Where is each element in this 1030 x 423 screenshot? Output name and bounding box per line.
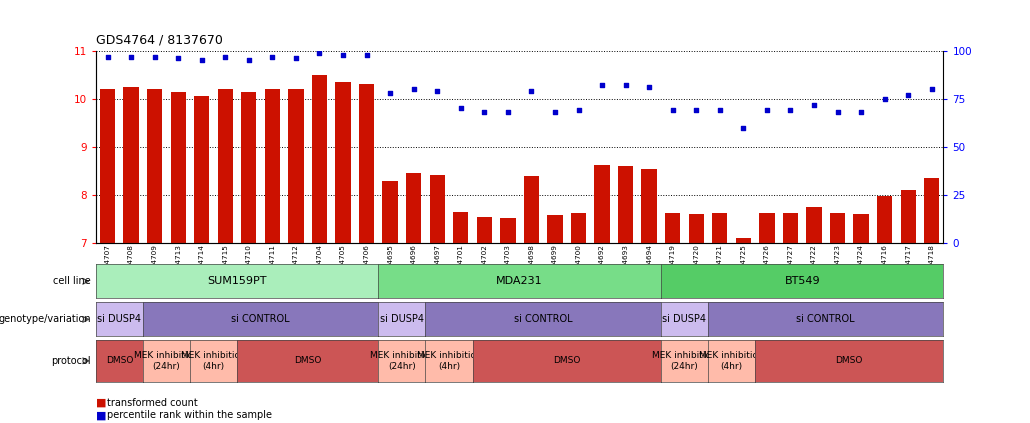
Text: si CONTROL: si CONTROL — [232, 314, 289, 324]
Text: ■: ■ — [96, 398, 106, 408]
Text: MDA231: MDA231 — [496, 276, 543, 286]
Bar — [712, 213, 727, 243]
Point — [829, 109, 846, 116]
Bar — [830, 213, 846, 243]
Bar — [642, 169, 657, 243]
Point — [853, 109, 869, 116]
Point — [170, 55, 186, 62]
Bar — [312, 75, 328, 243]
Bar — [547, 215, 562, 243]
Bar — [735, 239, 751, 243]
Text: MEK inhibition
(24hr): MEK inhibition (24hr) — [652, 351, 717, 371]
Bar — [100, 89, 115, 243]
Text: ■: ■ — [96, 410, 106, 420]
Bar — [759, 213, 775, 243]
Text: si DUSP4: si DUSP4 — [380, 314, 424, 324]
Point — [782, 107, 798, 114]
Text: GDS4764 / 8137670: GDS4764 / 8137670 — [96, 33, 222, 47]
Text: MEK inhibition
(4hr): MEK inhibition (4hr) — [181, 351, 246, 371]
Bar — [217, 89, 233, 243]
Text: DMSO: DMSO — [835, 356, 863, 365]
Bar — [806, 207, 822, 243]
Text: MEK inhibition
(24hr): MEK inhibition (24hr) — [370, 351, 435, 371]
Point — [594, 82, 611, 89]
Point — [688, 107, 705, 114]
Bar — [194, 96, 209, 243]
Bar — [783, 213, 798, 243]
Bar — [594, 165, 610, 243]
Point — [523, 88, 540, 95]
Bar — [430, 175, 445, 243]
Point — [217, 53, 234, 60]
Bar — [924, 178, 939, 243]
Text: DMSO: DMSO — [106, 356, 133, 365]
Text: MEK inhibition
(4hr): MEK inhibition (4hr) — [699, 351, 764, 371]
Point — [547, 109, 563, 116]
Bar — [406, 173, 421, 243]
Point — [712, 107, 728, 114]
Point — [146, 53, 163, 60]
Point — [617, 82, 633, 89]
Point — [241, 57, 258, 64]
Text: percentile rank within the sample: percentile rank within the sample — [107, 410, 272, 420]
Bar — [618, 166, 633, 243]
Text: protocol: protocol — [52, 356, 91, 366]
Text: MEK inhibition
(4hr): MEK inhibition (4hr) — [416, 351, 481, 371]
Bar — [382, 181, 398, 243]
Point — [476, 109, 492, 116]
Point — [924, 86, 940, 93]
Bar — [453, 212, 469, 243]
Text: si DUSP4: si DUSP4 — [98, 314, 141, 324]
Bar — [147, 89, 163, 243]
Point — [311, 49, 328, 56]
Point — [428, 88, 445, 95]
Bar — [171, 92, 185, 243]
Text: cell line: cell line — [53, 276, 91, 286]
Point — [335, 51, 351, 58]
Bar — [477, 217, 492, 243]
Bar — [689, 214, 703, 243]
Bar — [501, 218, 515, 243]
Point — [735, 124, 752, 131]
Point — [452, 105, 469, 112]
Text: DMSO: DMSO — [553, 356, 581, 365]
Text: si CONTROL: si CONTROL — [514, 314, 573, 324]
Point — [99, 53, 115, 60]
Point — [641, 84, 657, 91]
Bar — [241, 92, 256, 243]
Point — [664, 107, 681, 114]
Point — [900, 92, 917, 99]
Text: genotype/variation: genotype/variation — [0, 314, 91, 324]
Bar — [877, 196, 892, 243]
Bar — [336, 82, 350, 243]
Bar — [265, 89, 280, 243]
Bar — [571, 213, 586, 243]
Text: MEK inhibition
(24hr): MEK inhibition (24hr) — [134, 351, 199, 371]
Bar — [524, 176, 539, 243]
Point — [287, 55, 304, 62]
Point — [805, 101, 822, 108]
Bar — [288, 89, 304, 243]
Point — [358, 51, 375, 58]
Point — [759, 107, 776, 114]
Point — [406, 86, 422, 93]
Text: transformed count: transformed count — [107, 398, 198, 408]
Bar — [854, 214, 868, 243]
Bar — [124, 87, 139, 243]
Point — [571, 107, 587, 114]
Bar — [900, 190, 916, 243]
Text: BT549: BT549 — [785, 276, 820, 286]
Text: DMSO: DMSO — [294, 356, 321, 365]
Text: si DUSP4: si DUSP4 — [662, 314, 707, 324]
Point — [500, 109, 516, 116]
Bar — [358, 85, 374, 243]
Point — [877, 96, 893, 102]
Text: si CONTROL: si CONTROL — [796, 314, 855, 324]
Point — [123, 53, 139, 60]
Bar — [665, 213, 681, 243]
Text: SUM159PT: SUM159PT — [207, 276, 267, 286]
Point — [382, 90, 399, 96]
Point — [264, 53, 280, 60]
Point — [194, 57, 210, 64]
